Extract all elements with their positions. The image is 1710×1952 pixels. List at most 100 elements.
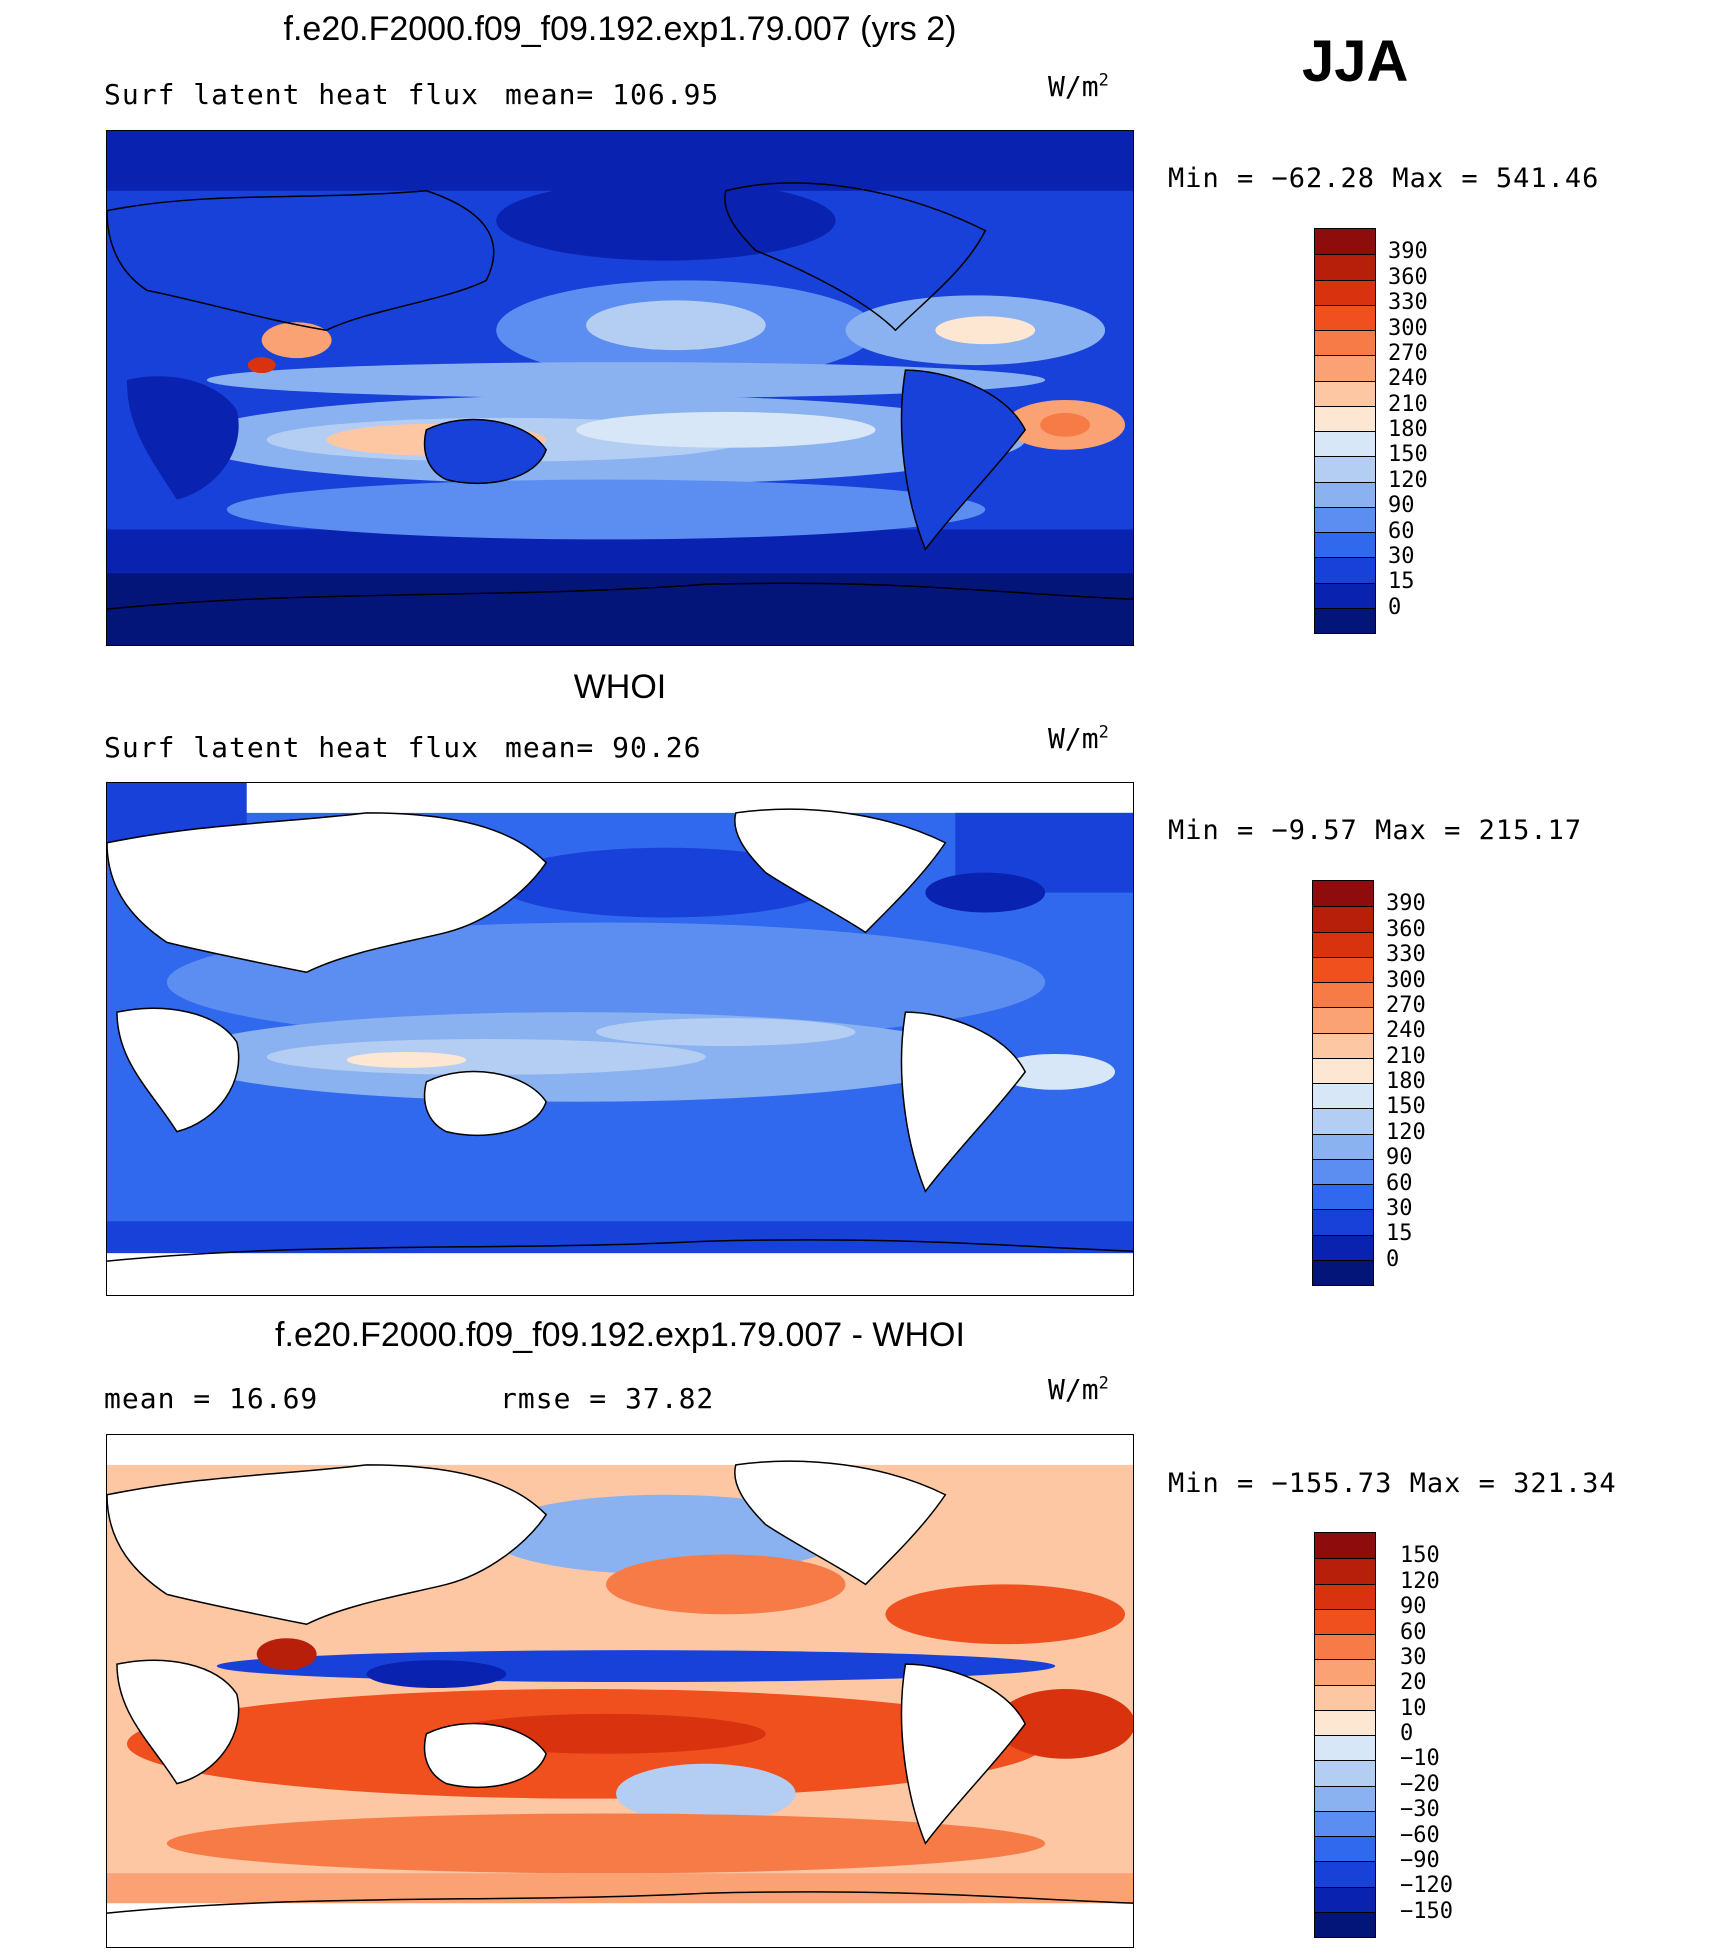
colorbar-tick-label: 360 [1388, 264, 1428, 290]
colorbar-segment [1313, 1032, 1373, 1058]
colorbar-tick-label: 300 [1386, 967, 1426, 993]
colorbar-segment [1315, 506, 1375, 532]
colorbar-segment [1315, 1558, 1375, 1584]
panel-2-title: WHOI [573, 668, 667, 706]
colorbar-tick-label: 270 [1386, 992, 1426, 1018]
colorbar-segment [1315, 1709, 1375, 1735]
colorbar-segment [1315, 1634, 1375, 1660]
colorbar-segment [1315, 330, 1375, 356]
colorbar-tick-label: 30 [1388, 543, 1415, 569]
colorbar-tick-label: −90 [1400, 1847, 1440, 1873]
panel-1-colorbar [1314, 228, 1376, 634]
colorbar-segment [1315, 254, 1375, 280]
colorbar-tick-label: −10 [1400, 1746, 1440, 1772]
colorbar-segment [1315, 456, 1375, 482]
panel-3-map-svg [107, 1435, 1133, 1947]
colorbar-segment [1313, 1209, 1373, 1235]
panel-2-mean-label: mean= 90.26 [505, 731, 702, 764]
colorbar-tick-label: −20 [1400, 1771, 1440, 1797]
colorbar-tick-label: 60 [1386, 1170, 1413, 1196]
colorbar-segment [1313, 982, 1373, 1008]
colorbar-segment [1313, 956, 1373, 982]
colorbar-tick-label: 150 [1386, 1094, 1426, 1120]
colorbar-segment [1315, 279, 1375, 305]
colorbar-segment [1315, 1836, 1375, 1862]
panel-3-colorbar [1314, 1532, 1376, 1938]
panel-1-map-svg [107, 131, 1133, 645]
colorbar-tick-label: 60 [1388, 518, 1415, 544]
panel-1-title: f.e20.F2000.f09_f09.192.exp1.79.007 (yrs… [283, 10, 957, 48]
colorbar-tick-label: 270 [1388, 340, 1428, 366]
colorbar-segment [1315, 1684, 1375, 1710]
colorbar-segment [1315, 1659, 1375, 1685]
colorbar-segment [1313, 1259, 1373, 1285]
colorbar-segment [1313, 881, 1373, 907]
colorbar-tick-label: 0 [1400, 1721, 1414, 1746]
colorbar-tick-label: 300 [1388, 315, 1428, 341]
colorbar-segment [1313, 1234, 1373, 1260]
panel-3-minmax: Min = −155.73 Max = 321.34 [1168, 1468, 1617, 1499]
colorbar-segment [1315, 304, 1375, 330]
panel-3-colorbar-labels: 150 120 90 60 30 20 10 0 −10 −20 −30 −60 −90 −120 −150 [1400, 1532, 1480, 1938]
colorbar-tick-label: 330 [1388, 290, 1428, 316]
colorbar-tick-label: −30 [1400, 1797, 1440, 1823]
colorbar-segment [1313, 1057, 1373, 1083]
colorbar-segment [1315, 405, 1375, 431]
panel-1-map [106, 130, 1134, 646]
colorbar-tick-label: 330 [1386, 942, 1426, 968]
colorbar-tick-label: 210 [1386, 1043, 1426, 1069]
colorbar-tick-label: 240 [1386, 1018, 1426, 1044]
panel-2-minmax: Min = −9.57 Max = 215.17 [1168, 815, 1583, 846]
colorbar-segment [1313, 1007, 1373, 1033]
colorbar-tick-label: 90 [1388, 493, 1415, 519]
colorbar-segment [1315, 355, 1375, 381]
colorbar-segment [1315, 1785, 1375, 1811]
colorbar-segment [1315, 1810, 1375, 1836]
colorbar-tick-label: 15 [1388, 569, 1415, 595]
panel-3-mean-label: mean = 16.69 [104, 1382, 319, 1415]
colorbar-tick-label: 10 [1400, 1695, 1427, 1721]
colorbar-segment [1315, 1760, 1375, 1786]
colorbar-segment [1315, 229, 1375, 255]
colorbar-segment [1315, 582, 1375, 608]
colorbar-tick-label: −150 [1400, 1898, 1453, 1924]
colorbar-segment [1313, 1184, 1373, 1210]
colorbar-segment [1313, 1158, 1373, 1184]
panel-1-variable-label: Surf latent heat flux [104, 78, 480, 111]
colorbar-segment [1315, 481, 1375, 507]
colorbar-segment [1315, 557, 1375, 583]
colorbar-tick-label: −60 [1400, 1822, 1440, 1848]
panel-1-mean-label: mean= 106.95 [505, 78, 720, 111]
colorbar-tick-label: 90 [1386, 1145, 1413, 1171]
colorbar-tick-label: 120 [1388, 467, 1428, 493]
colorbar-segment [1315, 532, 1375, 558]
colorbar-tick-label: 360 [1386, 916, 1426, 942]
colorbar-segment [1313, 931, 1373, 957]
colorbar-segment [1313, 906, 1373, 932]
colorbar-tick-label: 30 [1386, 1195, 1413, 1221]
colorbar-segment [1313, 1133, 1373, 1159]
panel-3-rmse-label: rmse = 37.82 [500, 1382, 715, 1415]
colorbar-tick-label: 180 [1388, 417, 1428, 442]
panel-3-title: f.e20.F2000.f09_f09.192.exp1.79.007 - WH… [275, 1316, 965, 1354]
colorbar-tick-label: 210 [1388, 391, 1428, 417]
colorbar-tick-label: 60 [1400, 1619, 1427, 1645]
colorbar-segment [1315, 380, 1375, 406]
colorbar-tick-label: 20 [1400, 1670, 1427, 1696]
colorbar-tick-label: 15 [1386, 1221, 1413, 1247]
colorbar-segment [1315, 1583, 1375, 1609]
colorbar-tick-label: 150 [1400, 1543, 1440, 1569]
panel-1-minmax: Min = −62.28 Max = 541.46 [1168, 163, 1600, 194]
colorbar-segment [1315, 1533, 1375, 1559]
colorbar-segment [1315, 431, 1375, 457]
colorbar-tick-label: 120 [1400, 1568, 1440, 1594]
panel-2-colorbar [1312, 880, 1374, 1286]
colorbar-segment [1315, 1608, 1375, 1634]
colorbar-tick-label: 0 [1388, 594, 1402, 620]
season-label: JJA [1302, 29, 1409, 94]
panel-3-map [106, 1434, 1134, 1948]
panel-2-variable-label: Surf latent heat flux [104, 731, 480, 764]
colorbar-tick-label: 390 [1386, 891, 1426, 917]
colorbar-segment [1315, 607, 1375, 633]
panel-2-units: W/m2 [1048, 722, 1109, 755]
